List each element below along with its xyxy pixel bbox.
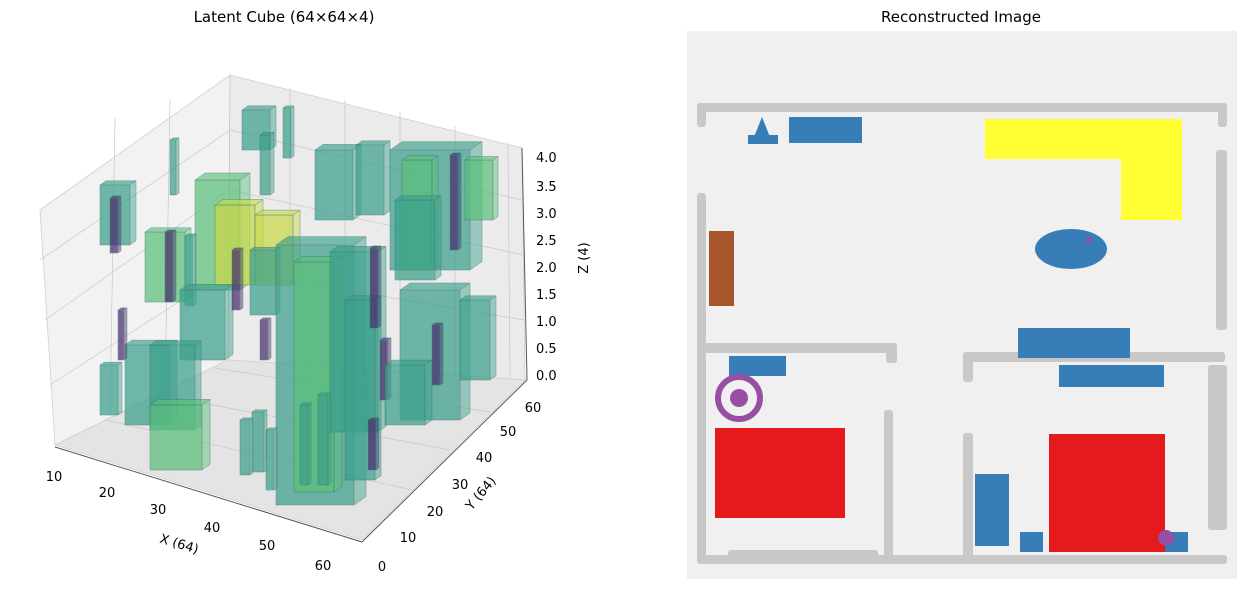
- furniture-blue: [1020, 532, 1043, 552]
- voxel-block: [299, 402, 312, 486]
- reconstructed-image-plot: Reconstructed Image: [687, 8, 1237, 579]
- reconstructed-image-title: Reconstructed Image: [881, 8, 1041, 26]
- furniture-blue: [754, 117, 770, 137]
- axis-lines: [54, 147, 528, 543]
- voxel-block: [164, 229, 177, 303]
- voxel-blocks: [99, 105, 499, 506]
- voxel-block: [384, 359, 433, 426]
- furniture-purple: [1158, 530, 1174, 546]
- voxel-block: [314, 143, 362, 221]
- y-tick-label: 60: [525, 401, 542, 416]
- voxel-block: [282, 105, 295, 159]
- wall: [697, 103, 706, 127]
- x-tick-label: 20: [99, 486, 116, 501]
- wall: [963, 433, 973, 558]
- voxel-block: [317, 392, 332, 486]
- x-tick-label: 50: [259, 539, 276, 554]
- wall: [884, 410, 893, 560]
- voxel-block: [367, 417, 380, 471]
- y-tick-label: 0: [378, 560, 386, 575]
- furniture-yellow: [1121, 119, 1182, 220]
- latent-cube-title: Latent Cube (64×64×4): [194, 8, 375, 26]
- voxel-block: [239, 417, 254, 476]
- voxel-block: [449, 152, 462, 251]
- wall: [697, 343, 897, 353]
- wall: [963, 352, 973, 382]
- wall: [1208, 365, 1227, 530]
- y-tick-label: 50: [500, 425, 517, 440]
- furniture-blue: [789, 117, 862, 143]
- voxel-block: [464, 156, 499, 221]
- voxel-block: [149, 398, 211, 471]
- voxel-block: [259, 317, 272, 361]
- voxel-block: [459, 295, 497, 381]
- x-axis-label: X (64): [158, 532, 200, 558]
- wall: [1218, 103, 1227, 127]
- wall: [1216, 150, 1227, 330]
- furniture-purple: [730, 389, 748, 407]
- voxel-block: [249, 246, 281, 316]
- y-tick-labels: 0 10 20 30 40 50 60: [378, 401, 541, 575]
- x-tick-label: 60: [315, 559, 332, 574]
- z-tick-label: 2.0: [536, 261, 557, 276]
- furniture-blue-round: [1035, 229, 1107, 269]
- furniture-blue: [748, 135, 778, 144]
- z-axis-label: Z (4): [577, 242, 592, 273]
- wall: [886, 343, 897, 363]
- voxel-block: [259, 131, 275, 196]
- furniture-blue: [1018, 328, 1130, 358]
- voxel-block: [117, 307, 128, 361]
- voxel-block: [251, 409, 268, 473]
- voxel-block: [394, 195, 442, 281]
- voxel-block: [109, 195, 122, 254]
- x-tick-label: 40: [204, 521, 221, 536]
- z-tick-label: 1.5: [536, 288, 557, 303]
- voxel-block: [231, 247, 244, 311]
- z-tick-labels: 0.0 0.5 1.0 1.5 2.0 2.5 3.0 3.5 4.0: [536, 151, 557, 384]
- voxel-block: [169, 137, 180, 196]
- voxel-block: [355, 140, 391, 216]
- voxel-block: [179, 283, 234, 361]
- z-tick-label: 3.0: [536, 207, 557, 222]
- floorplan: [697, 103, 1227, 564]
- x-tick-label: 30: [150, 503, 167, 518]
- furniture-red: [1049, 434, 1165, 552]
- wall: [697, 193, 706, 563]
- x-tick-label: 10: [46, 470, 63, 485]
- furniture-blue: [729, 356, 786, 376]
- voxel-block: [265, 427, 278, 491]
- z-tick-label: 0.0: [536, 369, 557, 384]
- furniture-purple-ring: [715, 374, 763, 422]
- z-tick-label: 2.5: [536, 234, 557, 249]
- latent-cube-plot: Latent Cube (64×64×4): [39, 8, 592, 575]
- furniture-brown: [709, 231, 734, 306]
- furniture-blue: [975, 474, 1009, 546]
- wall: [697, 103, 1227, 112]
- z-tick-label: 1.0: [536, 315, 557, 330]
- voxel-block: [99, 361, 123, 416]
- z-tick-label: 0.5: [536, 342, 557, 357]
- voxel-block: [369, 245, 382, 329]
- voxel-block: [431, 322, 444, 386]
- furniture-purple: [1086, 237, 1092, 243]
- z-tick-label: 4.0: [536, 151, 557, 166]
- x-tick-labels: 10 20 30 40 50 60: [46, 470, 332, 574]
- y-tick-label: 10: [400, 531, 417, 546]
- y-tick-label: 20: [427, 505, 444, 520]
- z-tick-label: 3.5: [536, 180, 557, 195]
- y-tick-label: 30: [452, 478, 469, 493]
- y-tick-label: 40: [476, 451, 493, 466]
- wall: [728, 550, 878, 564]
- furniture-blue: [1059, 365, 1164, 387]
- furniture-red: [715, 428, 845, 518]
